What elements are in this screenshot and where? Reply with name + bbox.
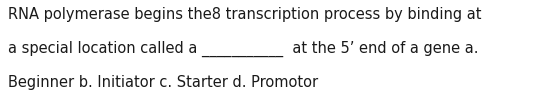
- Text: a special location called a ___________  at the 5’ end of a gene a.: a special location called a ___________ …: [8, 41, 479, 57]
- Text: RNA polymerase begins the8 transcription process by binding at: RNA polymerase begins the8 transcription…: [8, 7, 482, 22]
- Text: Beginner b. Initiator c. Starter d. Promotor: Beginner b. Initiator c. Starter d. Prom…: [8, 75, 319, 90]
